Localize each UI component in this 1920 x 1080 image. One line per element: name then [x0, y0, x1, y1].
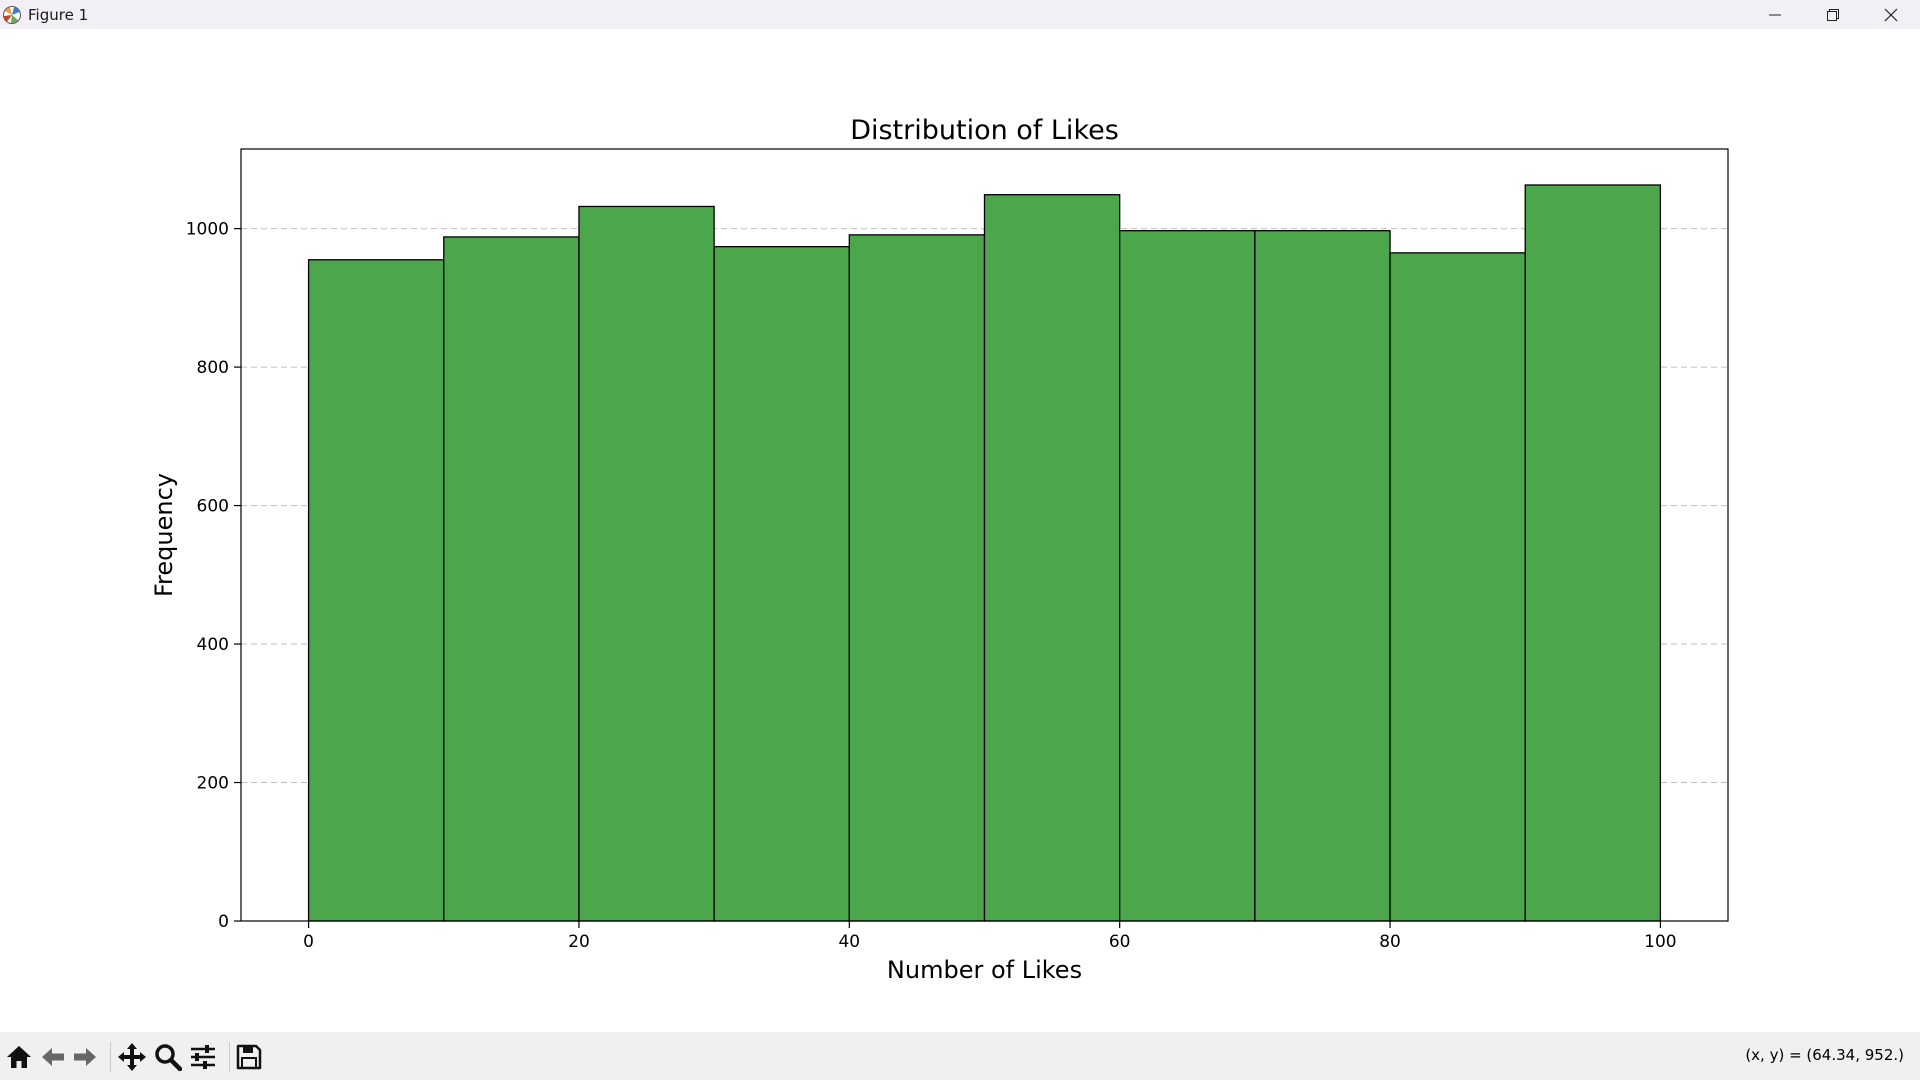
histogram-bar — [443, 236, 580, 922]
restore-button[interactable] — [1804, 0, 1862, 29]
chart-title: Distribution of Likes — [850, 115, 1119, 146]
y-tick-label: 200 — [197, 774, 229, 794]
save-icon — [236, 1044, 262, 1070]
x-tick-label: 40 — [838, 932, 860, 952]
close-button[interactable] — [1862, 0, 1920, 29]
figure-canvas[interactable]: 0 20 40 60 80 100 0 200 400 600 800 1000 Distributi… — [0, 29, 1920, 1032]
save-button[interactable] — [234, 1042, 264, 1072]
pan-icon — [118, 1043, 146, 1071]
x-tick-label: 80 — [1379, 932, 1401, 952]
x-axis-label: Number of Likes — [887, 956, 1082, 984]
navigation-toolbar: (x, y) = (64.34, 952.) — [0, 1032, 1920, 1080]
y-tick-label: 800 — [197, 358, 229, 378]
back-button[interactable] — [38, 1042, 68, 1072]
restore-icon — [1827, 8, 1839, 21]
pan-button[interactable] — [117, 1042, 147, 1072]
y-tick-label: 600 — [197, 497, 229, 517]
home-button[interactable] — [4, 1042, 34, 1072]
configure-subplots-icon — [191, 1045, 215, 1069]
zoom-button[interactable] — [153, 1042, 183, 1072]
histogram-bar — [848, 234, 986, 922]
close-icon — [1884, 8, 1898, 21]
configure-subplots-button[interactable] — [188, 1042, 218, 1072]
x-tick-label: 100 — [1644, 932, 1676, 952]
cursor-coordinates: (x, y) = (64.34, 952.) — [1745, 1046, 1904, 1064]
axes-frame — [240, 148, 1729, 922]
histogram-bar — [307, 259, 445, 922]
home-icon — [7, 1046, 31, 1068]
forward-icon — [74, 1048, 96, 1066]
histogram-bar — [1389, 252, 1526, 922]
histogram-bar — [713, 245, 850, 922]
x-tick-label: 20 — [568, 932, 590, 952]
histogram-bar — [1254, 230, 1391, 922]
y-tick-label: 0 — [218, 912, 229, 932]
window-title: Figure 1 — [28, 5, 89, 24]
minimize-icon — [1769, 14, 1781, 15]
zoom-icon — [155, 1044, 182, 1071]
x-tick-label: 0 — [303, 932, 314, 952]
histogram-bar — [1524, 184, 1662, 922]
histogram-bar — [983, 194, 1121, 922]
forward-button[interactable] — [70, 1042, 100, 1072]
y-axis-label: Frequency — [150, 473, 178, 597]
x-tick-label: 60 — [1109, 932, 1131, 952]
window-titlebar: Figure 1 — [0, 0, 1920, 29]
histogram-bars — [307, 184, 1662, 922]
minimize-button[interactable] — [1746, 0, 1804, 29]
histogram-bar — [1119, 230, 1256, 922]
matplotlib-icon — [3, 5, 21, 24]
histogram-bar — [578, 205, 715, 922]
y-tick-label: 1000 — [186, 220, 229, 240]
back-icon — [42, 1048, 64, 1066]
y-tick-label: 400 — [197, 635, 229, 655]
